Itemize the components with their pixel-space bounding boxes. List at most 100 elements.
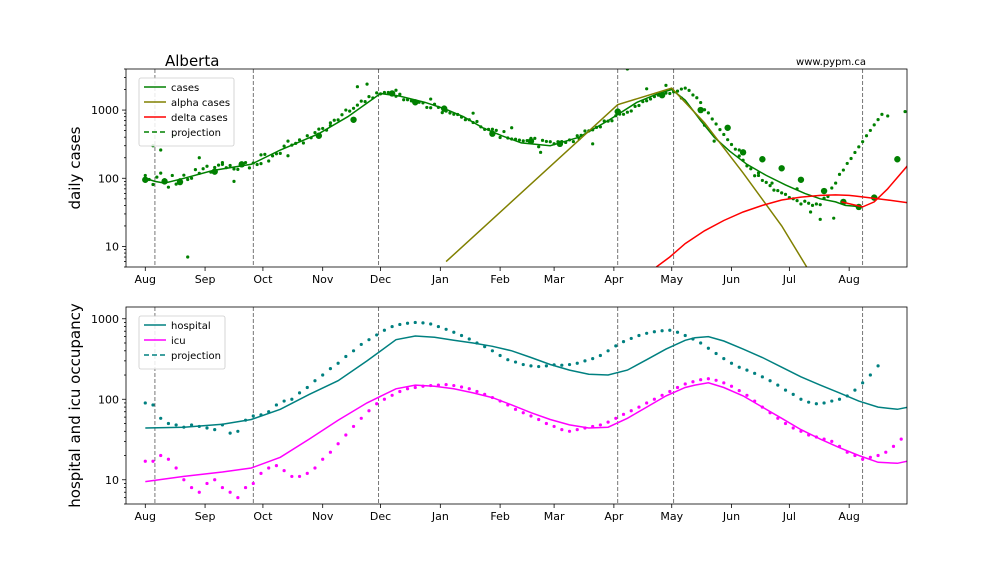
x-tick-label: Sep: [195, 273, 216, 286]
data-point: [697, 106, 704, 114]
data-point: [251, 481, 255, 486]
data-point: [533, 136, 537, 140]
data-point: [606, 349, 610, 353]
data-point: [413, 385, 417, 390]
data-point: [776, 383, 780, 387]
data-point: [544, 364, 548, 368]
data-point: [205, 426, 209, 430]
series-line-hospital: [145, 335, 907, 429]
data-point: [652, 330, 656, 334]
data-point: [803, 199, 807, 203]
plot-frame: [125, 68, 908, 268]
data-point: [778, 165, 785, 172]
data-point: [780, 191, 784, 195]
data-point: [317, 127, 321, 131]
data-point: [629, 336, 633, 341]
plot-area: [142, 69, 927, 267]
data-point: [537, 417, 541, 422]
data-point: [359, 342, 363, 347]
data-point: [675, 330, 680, 334]
data-point: [737, 154, 741, 158]
data-point: [498, 135, 502, 140]
data-point: [259, 153, 263, 157]
data-point: [506, 358, 510, 362]
data-point: [637, 405, 641, 409]
data-point: [915, 422, 918, 425]
data-point: [205, 164, 209, 168]
legend-label: delta cases: [171, 113, 228, 124]
data-point: [699, 341, 703, 345]
data-point: [818, 217, 822, 221]
data-point: [884, 450, 888, 454]
data-point: [729, 361, 734, 365]
data-point: [452, 383, 456, 388]
data-point: [471, 111, 475, 115]
series-line-alpha-cases: [445, 87, 808, 267]
data-point: [176, 178, 184, 186]
data-point: [544, 421, 548, 426]
data-point: [598, 353, 602, 358]
x-tick-label: Jan: [431, 510, 449, 523]
data-point: [921, 126, 927, 132]
data-point: [830, 399, 834, 403]
data-point: [267, 466, 271, 470]
data-point: [197, 156, 201, 160]
data-point: [830, 439, 834, 443]
data-point: [174, 466, 178, 470]
data-point: [544, 139, 548, 144]
data-point: [232, 167, 236, 171]
legend: [138, 77, 235, 147]
data-point: [540, 138, 545, 142]
data-point: [776, 188, 780, 193]
data-point: [729, 384, 734, 388]
data-point: [475, 389, 479, 394]
data-point: [402, 98, 406, 102]
data-point: [243, 160, 248, 165]
data-point: [753, 371, 757, 375]
data-point: [452, 330, 456, 334]
data-point: [405, 321, 410, 325]
data-point: [759, 156, 766, 163]
data-point: [448, 111, 452, 115]
data-point: [365, 82, 369, 86]
data-point: [151, 403, 155, 407]
data-point: [737, 389, 741, 393]
data-point: [321, 373, 325, 377]
data-point: [722, 356, 726, 361]
x-tick-label: Dec: [370, 273, 391, 286]
data-point: [363, 100, 367, 104]
data-point: [521, 362, 525, 367]
data-point: [756, 173, 761, 178]
data-point: [328, 367, 333, 371]
x-tick-label: Apr: [604, 273, 624, 286]
data-point: [768, 379, 772, 383]
data-point: [841, 168, 845, 172]
data-point: [810, 203, 815, 208]
data-point: [143, 173, 147, 178]
data-point: [159, 171, 163, 175]
data-point: [637, 333, 641, 338]
data-point: [189, 423, 194, 427]
data-point: [510, 126, 514, 130]
data-point: [783, 192, 788, 197]
data-point: [714, 122, 718, 126]
data-point: [336, 361, 340, 365]
data-point: [548, 140, 552, 144]
data-point: [575, 134, 579, 138]
data-point: [502, 129, 506, 134]
data-point: [814, 202, 818, 206]
data-point: [216, 163, 221, 167]
data-point: [714, 351, 718, 356]
data-point: [159, 148, 163, 152]
data-point: [189, 485, 194, 490]
x-tick-label: Jan: [431, 273, 449, 286]
data-point: [186, 177, 190, 182]
data-point: [529, 414, 533, 418]
data-point: [382, 397, 387, 401]
data-point: [868, 373, 872, 377]
data-point: [799, 397, 803, 401]
data-point: [645, 331, 649, 335]
data-point: [197, 490, 201, 494]
y-tick-label: 10: [105, 240, 119, 253]
data-point: [143, 459, 147, 463]
